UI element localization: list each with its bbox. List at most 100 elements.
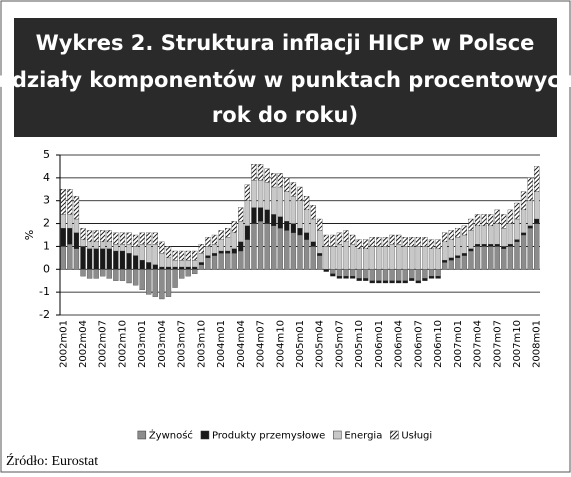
x-tick-label: 2003m07 [177, 320, 188, 368]
bar-segment [297, 234, 303, 270]
bar-segment [80, 227, 86, 240]
bar-segment [448, 259, 454, 270]
bar-segment [238, 221, 244, 243]
bar-segment [192, 250, 198, 261]
bar-segment [336, 232, 343, 245]
bar-segment [73, 248, 80, 270]
bar-segment [119, 232, 126, 245]
x-tick-label: 2003m01 [137, 320, 148, 368]
bar-segment [159, 241, 165, 254]
bar-segment [271, 173, 277, 188]
bar-segment [139, 259, 145, 270]
bar-segment [415, 237, 422, 247]
bar-segment [369, 246, 375, 270]
bar-segment [343, 230, 349, 243]
bar-segment [159, 266, 165, 270]
bar-segment [428, 269, 435, 277]
x-tick-label: 2008m01 [532, 320, 543, 368]
bar-segment [60, 214, 66, 229]
bar-segment [422, 269, 428, 279]
bar-segment [86, 230, 93, 243]
bar-segment [290, 223, 297, 233]
x-tick-label: 2007m10 [512, 320, 523, 368]
bar-segment [211, 234, 218, 245]
bar-segment [488, 246, 494, 270]
bar-segment [73, 232, 80, 249]
bar-segment [225, 237, 231, 252]
x-tick-label: 2002m04 [78, 320, 89, 368]
bar-segment [244, 225, 251, 240]
bar-segment [442, 232, 448, 243]
bar-segment [395, 243, 402, 270]
bar-segment [132, 269, 139, 286]
y-tick-label: -1 [39, 285, 50, 298]
bar-segment [146, 243, 152, 263]
bar-segment [455, 257, 461, 270]
bar-segment [277, 227, 283, 270]
bar-segment [238, 250, 244, 270]
bar-segment [225, 253, 231, 270]
x-tick-label: 2003m04 [157, 320, 168, 368]
y-tick-label: 4 [43, 171, 50, 184]
bar-segment [218, 250, 224, 254]
bar-segment [225, 227, 231, 238]
bar-segment [297, 227, 303, 236]
bar-segment [257, 207, 264, 222]
bar-segment [455, 227, 461, 238]
chart-title: Wykres 2. Struktura inflacji HICP w Pols… [36, 31, 535, 55]
bar-segment [277, 186, 283, 217]
bar-segment [185, 266, 191, 270]
x-tick-label: 2007m07 [492, 320, 503, 368]
bar-segment [303, 209, 310, 233]
bar-segment [178, 269, 185, 279]
bar-segment [488, 225, 494, 245]
bar-segment [349, 269, 356, 277]
bar-segment [514, 239, 520, 243]
bar-segment [67, 243, 73, 270]
bar-segment [251, 163, 257, 181]
bar-segment [474, 246, 481, 270]
legend-swatch [390, 430, 399, 440]
bar-segment [310, 241, 316, 247]
bar-segment [126, 232, 132, 245]
bar-segment [257, 221, 264, 270]
bar-segment [113, 243, 119, 252]
bar-segment [290, 195, 297, 224]
bar-segment [507, 243, 514, 247]
bar-segment [231, 248, 237, 254]
bar-segment [113, 232, 119, 245]
x-tick-label: 2007m04 [473, 320, 484, 368]
bar-segment [165, 246, 172, 259]
bar-segment [198, 243, 205, 254]
bar-segment [185, 269, 191, 277]
bar-segment [395, 269, 402, 281]
bar-segment [100, 230, 106, 243]
bar-segment [159, 253, 165, 268]
bar-segment [428, 275, 435, 279]
bar-segment [369, 280, 375, 284]
bar-segment [369, 237, 375, 247]
bar-segment [290, 182, 297, 197]
bar-segment [277, 173, 283, 188]
legend-swatch [137, 430, 147, 440]
bar-segment [455, 255, 461, 259]
bar-segment [514, 241, 520, 270]
bar-segment [534, 166, 540, 192]
bar-segment [323, 234, 329, 247]
bar-segment [435, 269, 441, 277]
bar-segment [395, 280, 402, 284]
bar-segment [461, 234, 468, 254]
bar-segment [330, 246, 336, 270]
bar-segment [211, 243, 218, 254]
bar-segment [442, 259, 448, 263]
x-tick-label: 2005m10 [354, 320, 365, 368]
bar-segment [159, 269, 165, 300]
bar-segment [336, 275, 343, 279]
bar-segment [336, 243, 343, 270]
bar-segment [481, 243, 487, 247]
bar-segment [494, 243, 500, 247]
bar-segment [402, 269, 408, 281]
bar-segment [139, 243, 145, 261]
bar-segment [271, 186, 277, 215]
